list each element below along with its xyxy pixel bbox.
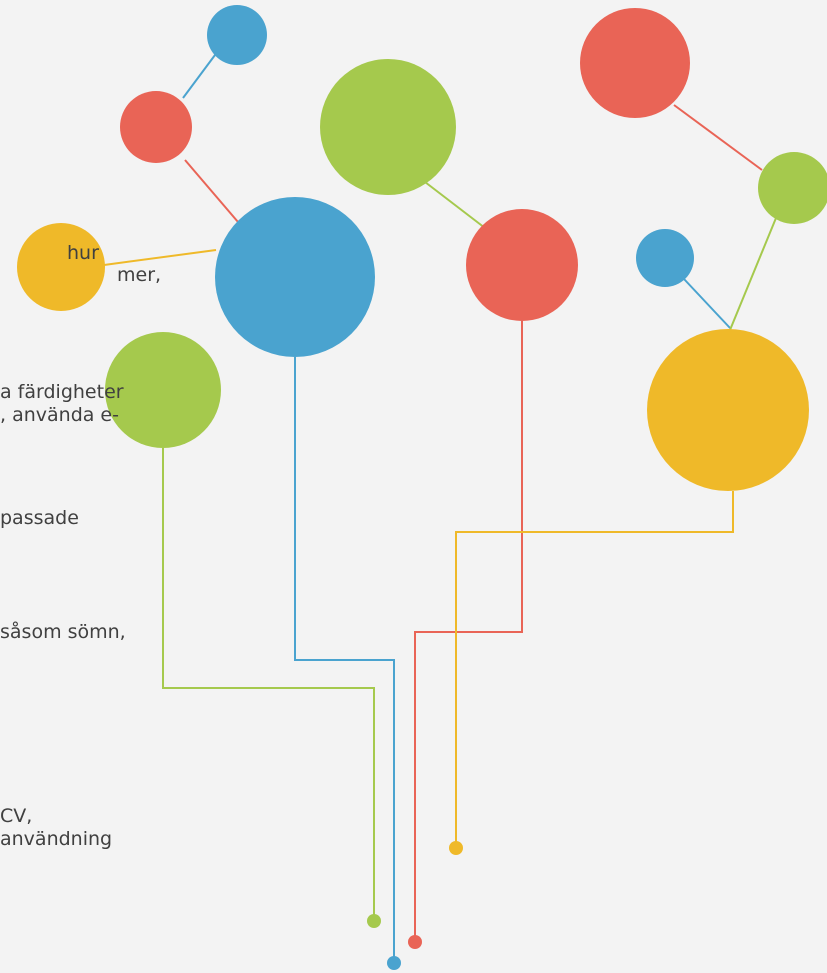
dot xyxy=(367,914,381,928)
text-line: hur xyxy=(67,242,99,264)
dot xyxy=(387,956,401,970)
circle xyxy=(120,91,192,163)
circle xyxy=(758,152,827,224)
circle xyxy=(207,5,267,65)
text-line: a färdigheter xyxy=(0,381,124,403)
slide: hur mer, a färdigheter , använda e- pass… xyxy=(0,0,827,973)
circle xyxy=(580,8,690,118)
text-line: mer, xyxy=(117,264,161,286)
text-line: användning xyxy=(0,828,112,850)
circle xyxy=(647,329,809,491)
circle xyxy=(320,59,456,195)
text-line: CV, xyxy=(0,805,32,827)
circle xyxy=(466,209,578,321)
dot xyxy=(408,935,422,949)
text-line: såsom sömn, xyxy=(0,620,126,643)
circle xyxy=(636,229,694,287)
dot xyxy=(449,841,463,855)
text-line: , använda e- xyxy=(0,404,119,426)
circle xyxy=(17,223,105,311)
text-line: passade xyxy=(0,507,79,529)
circle xyxy=(215,197,375,357)
